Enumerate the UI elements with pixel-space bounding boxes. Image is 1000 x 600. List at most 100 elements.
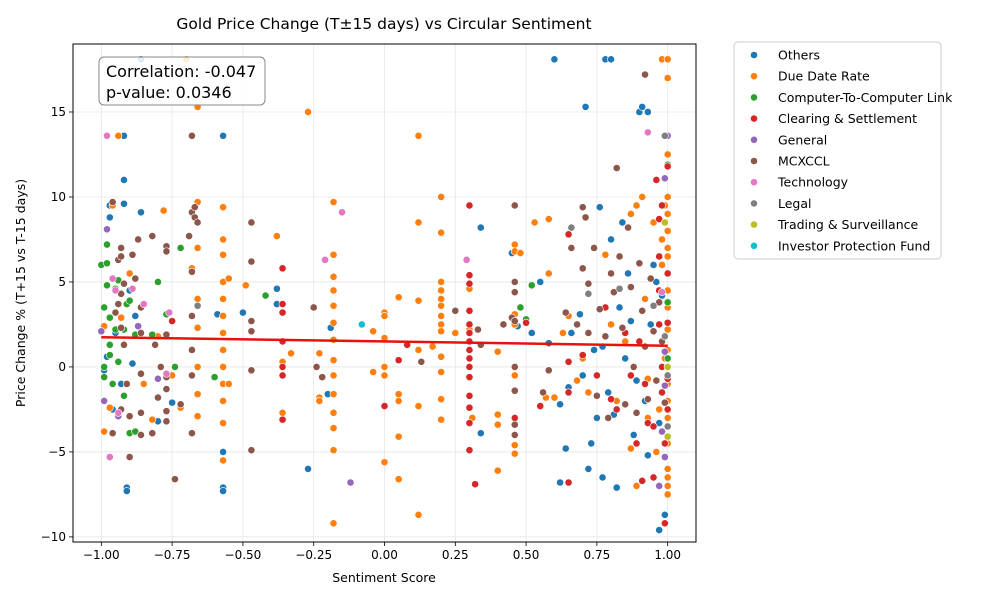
data-point-due-date-rate — [329, 446, 338, 455]
data-point-mcxccl — [510, 288, 519, 297]
data-point-others — [219, 487, 227, 495]
data-point-due-date-rate — [607, 320, 615, 329]
data-point-computer-to-computer-link — [131, 427, 140, 436]
data-point-others — [624, 269, 632, 278]
data-point-general — [658, 427, 666, 436]
data-point-others — [615, 303, 624, 312]
data-point-due-date-rate — [224, 380, 233, 388]
legend-label-due-date-rate: Due Date Rate — [778, 69, 870, 84]
data-point-due-date-rate — [224, 274, 233, 283]
data-point-mcxccl — [108, 429, 117, 438]
data-point-mcxccl — [544, 366, 553, 375]
data-point-due-date-rate — [663, 227, 672, 235]
data-point-mcxccl — [609, 288, 618, 297]
data-point-clearing-settlement — [465, 329, 474, 337]
data-point-others — [122, 487, 131, 495]
x-tick-label: 0.00 — [371, 548, 398, 562]
data-point-due-date-rate — [638, 193, 647, 201]
data-point-others — [120, 176, 128, 184]
data-point-due-date-rate — [632, 482, 641, 490]
data-point-due-date-rate — [272, 232, 281, 240]
x-tick-label: −0.50 — [225, 548, 262, 562]
data-point-mcxccl — [604, 414, 613, 422]
data-point-mcxccl — [188, 346, 196, 354]
chart-title: Gold Price Change (T±15 days) vs Circula… — [176, 15, 591, 33]
data-point-others — [595, 203, 604, 212]
data-point-due-date-rate — [329, 250, 338, 259]
data-point-due-date-rate — [219, 250, 227, 259]
legend-marker-technology — [750, 178, 758, 187]
data-point-others — [626, 317, 635, 325]
data-point-technology — [321, 255, 329, 264]
data-point-technology — [162, 369, 171, 378]
data-point-mcxccl — [649, 327, 658, 336]
data-point-due-date-rate — [219, 397, 227, 405]
data-point-mcxccl — [120, 279, 128, 288]
data-point-due-date-rate — [219, 235, 227, 244]
data-point-mcxccl — [188, 429, 196, 438]
y-tick-label: −5 — [48, 445, 66, 459]
data-point-clearing-settlement — [564, 478, 573, 487]
data-point-due-date-rate — [241, 281, 250, 290]
y-tick-label: −10 — [41, 530, 66, 544]
data-point-due-date-rate — [193, 295, 202, 303]
data-point-mcxccl — [539, 388, 547, 397]
data-point-computer-to-computer-link — [105, 313, 114, 322]
x-tick-label: −0.75 — [154, 548, 191, 562]
stats-box — [98, 56, 266, 106]
data-point-mcxccl — [567, 244, 576, 252]
data-point-clearing-settlement — [168, 317, 177, 325]
data-point-mcxccl — [510, 420, 519, 429]
data-point-mcxccl — [607, 269, 615, 278]
data-point-mcxccl — [641, 70, 649, 79]
data-point-computer-to-computer-link — [105, 340, 114, 349]
data-point-due-date-rate — [219, 346, 227, 354]
data-point-others — [137, 208, 145, 217]
legend-label-legal: Legal — [778, 196, 812, 211]
data-point-due-date-rate — [219, 456, 227, 465]
data-point-due-date-rate — [663, 414, 672, 422]
data-point-mcxccl — [125, 412, 134, 421]
data-point-others — [219, 448, 227, 456]
data-point-mcxccl — [635, 259, 644, 268]
data-point-mcxccl — [185, 232, 194, 240]
data-point-clearing-settlement — [278, 300, 287, 308]
regression-line — [101, 335, 668, 347]
data-point-others — [304, 465, 312, 473]
data-point-mcxccl — [108, 198, 117, 206]
data-point-others — [550, 55, 559, 64]
data-point-mcxccl — [247, 446, 256, 455]
data-point-due-date-rate — [544, 215, 553, 223]
data-point-general — [660, 453, 669, 461]
data-point-clearing-settlement — [655, 215, 664, 223]
data-point-mcxccl — [584, 329, 593, 337]
y-axis-label: Price Change % (T+15 vs T-15 days) — [13, 179, 28, 407]
stats-annotation: Correlation: -0.047 p-value: 0.0346 — [98, 56, 266, 106]
data-point-due-date-rate — [219, 329, 227, 337]
data-point-clearing-settlement — [663, 162, 672, 171]
data-point-others — [105, 213, 114, 222]
data-point-others — [655, 526, 664, 535]
data-point-mcxccl — [131, 274, 140, 283]
data-point-due-date-rate — [193, 363, 202, 371]
data-point-clearing-settlement — [465, 346, 474, 354]
data-point-clearing-settlement — [663, 269, 672, 278]
data-point-clearing-settlement — [465, 419, 474, 427]
data-point-due-date-rate — [380, 363, 389, 371]
data-point-mcxccl — [655, 298, 664, 307]
data-point-mcxccl — [190, 203, 199, 212]
data-point-others — [556, 400, 564, 409]
legend-marker-general — [750, 135, 758, 144]
y-axis-ticks: −10 −5 0 5 10 15 — [41, 105, 73, 544]
data-point-mcxccl — [247, 218, 256, 227]
data-point-due-date-rate — [663, 74, 672, 82]
data-point-mcxccl — [188, 312, 196, 320]
data-point-others — [632, 376, 641, 385]
data-point-mcxccl — [120, 340, 128, 349]
data-point-due-date-rate — [437, 193, 446, 201]
data-point-legal — [660, 131, 669, 140]
data-point-clearing-settlement — [607, 395, 615, 404]
p-value-text: p-value: 0.0346 — [106, 83, 232, 102]
data-point-due-date-rate — [219, 295, 227, 303]
data-point-general — [103, 225, 111, 234]
